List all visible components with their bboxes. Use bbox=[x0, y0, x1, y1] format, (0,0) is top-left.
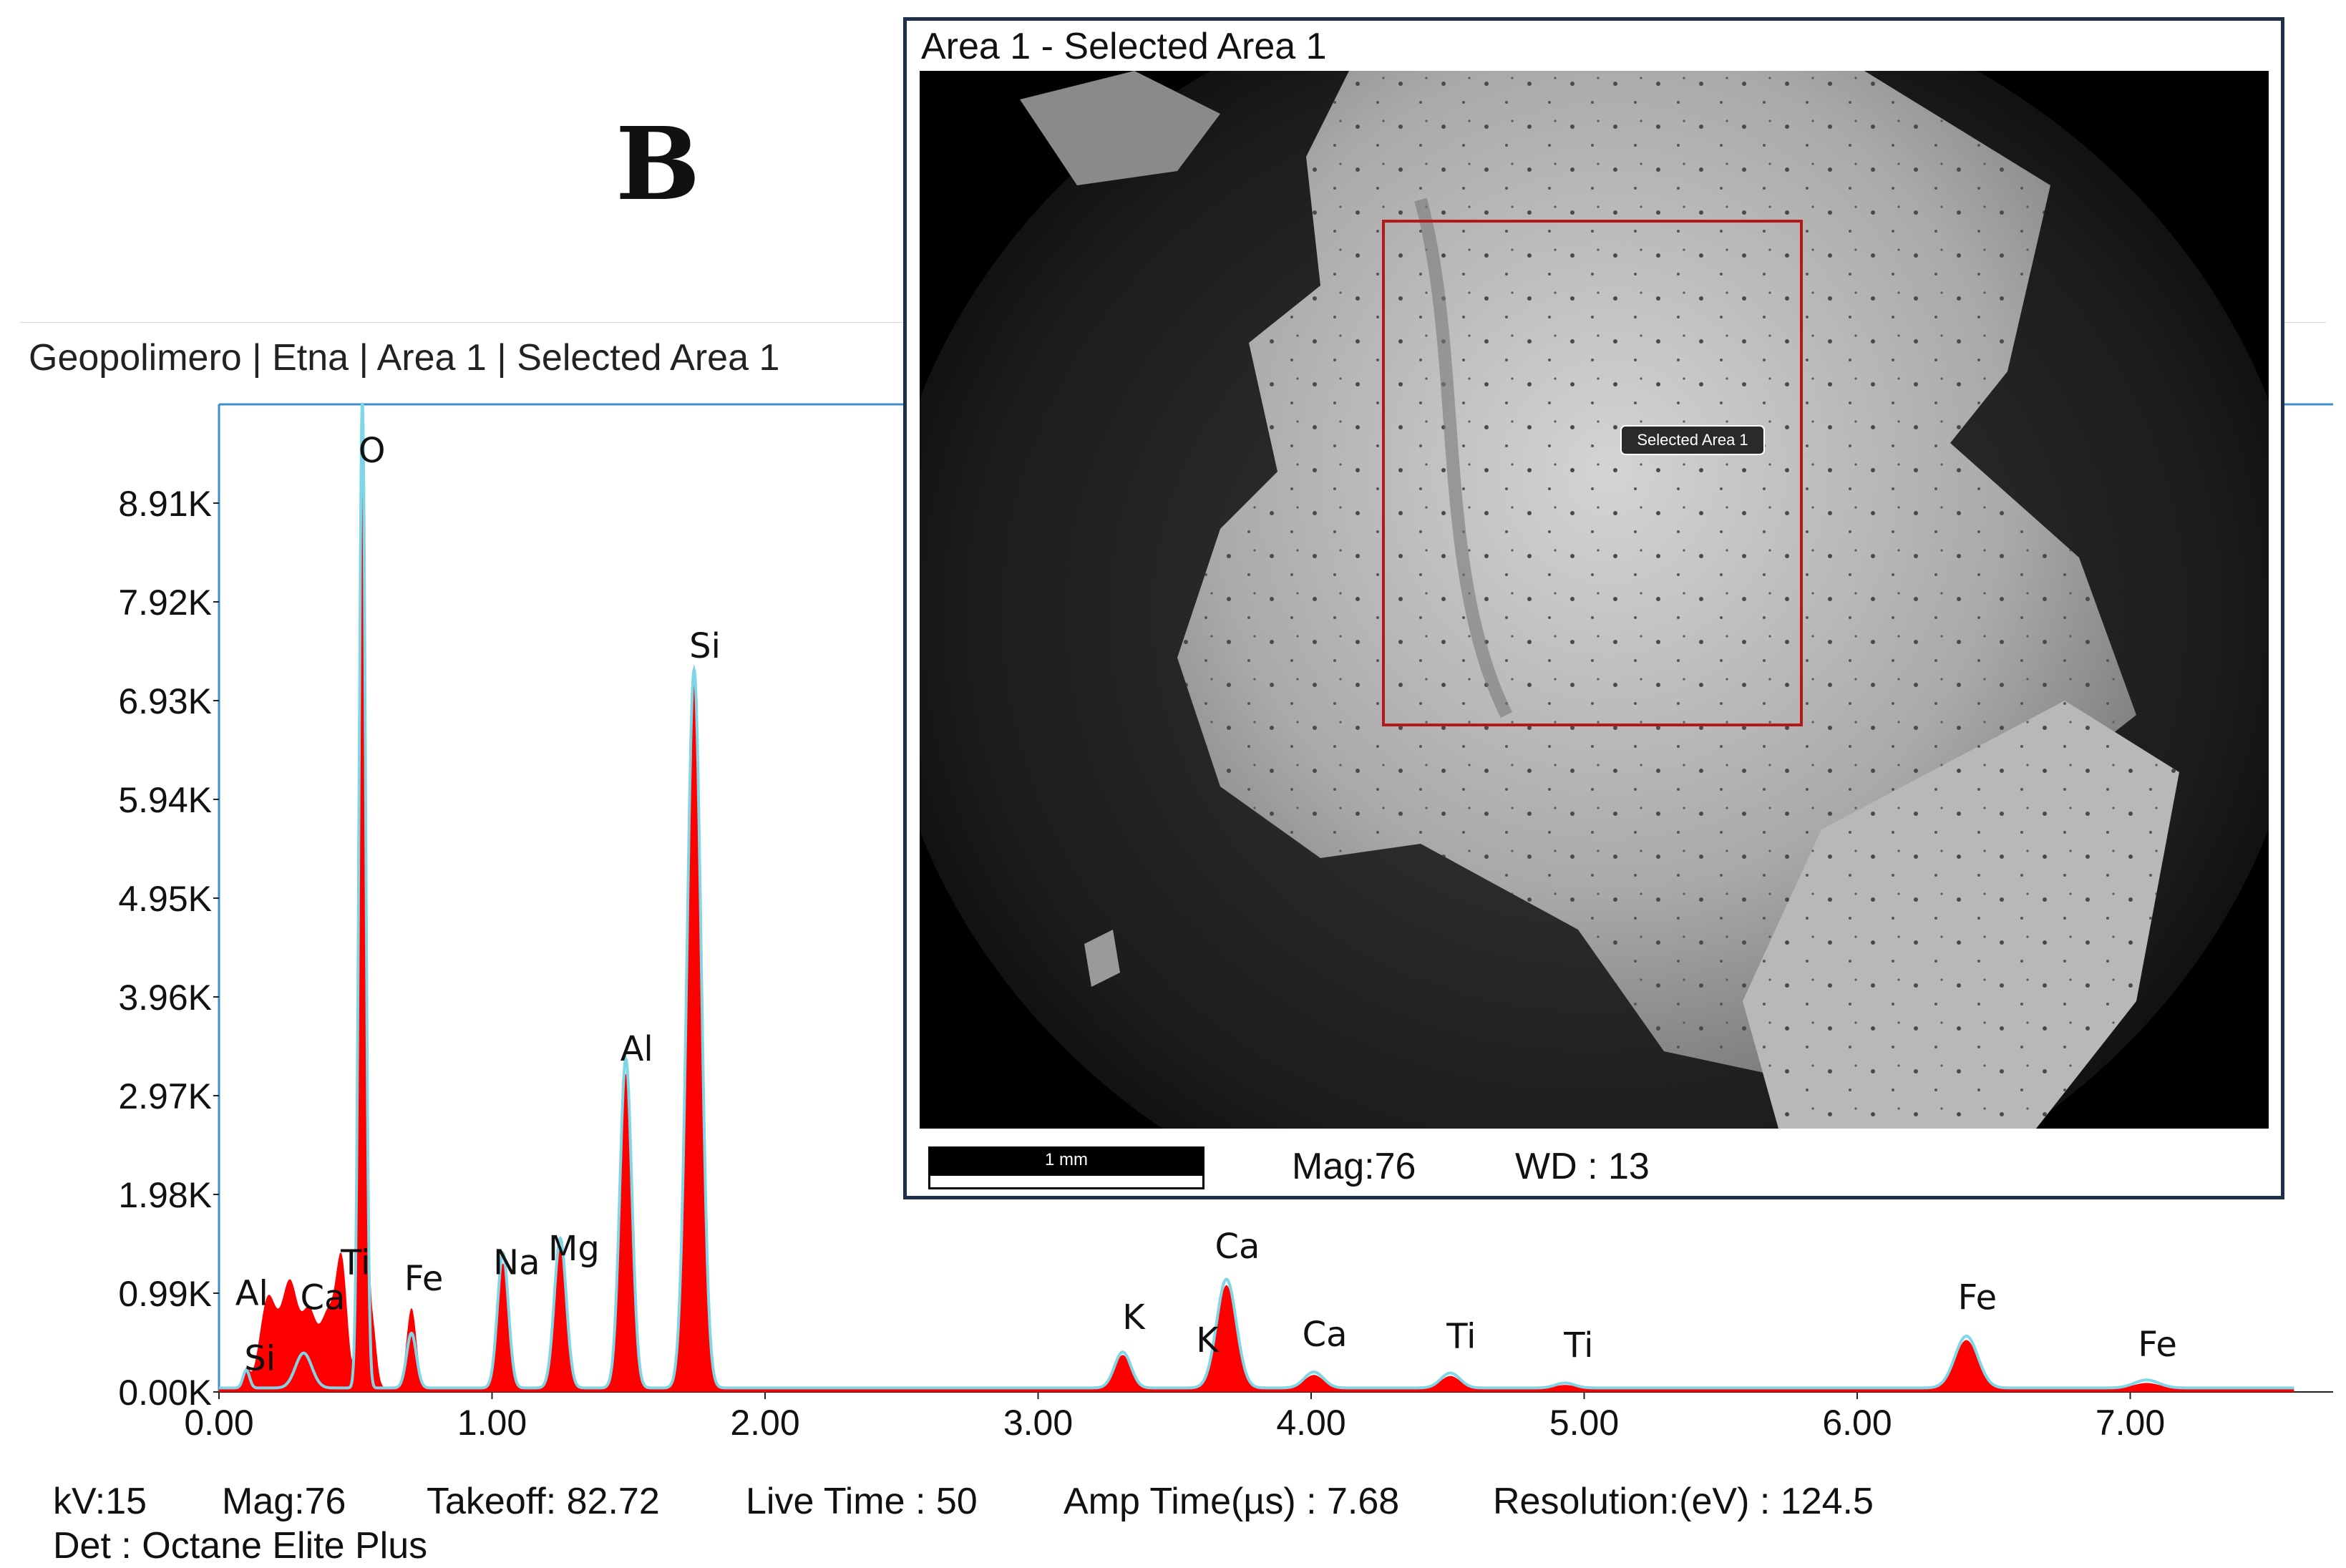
x-tick-label: 2.00 bbox=[730, 1403, 799, 1443]
peak-label: Ti bbox=[340, 1243, 370, 1283]
peak-label: Fe bbox=[404, 1259, 444, 1299]
peak-label: O bbox=[359, 431, 386, 471]
live-time-value: Live Time : 50 bbox=[746, 1481, 978, 1522]
mag-value: Mag:76 bbox=[222, 1481, 346, 1522]
peak-label: Ti bbox=[1446, 1317, 1476, 1357]
scale-bar-label: 1 mm bbox=[1045, 1150, 1088, 1169]
sem-wd: WD : 13 bbox=[1515, 1146, 1650, 1187]
y-tick-label: 0.00K bbox=[118, 1373, 212, 1413]
sem-image-window: Area 1 - Selected Area 1 bbox=[903, 17, 2284, 1199]
peak-label: Si bbox=[244, 1338, 276, 1378]
selection-rectangle bbox=[1382, 220, 1803, 726]
x-tick-label: 6.00 bbox=[1822, 1403, 1892, 1443]
selection-label: Selected Area 1 bbox=[1637, 431, 1748, 449]
sem-info-bar: 1 mm Mag:76 WD : 13 bbox=[920, 1134, 2269, 1191]
y-tick-label: 3.96K bbox=[118, 978, 212, 1018]
peak-label: Al bbox=[620, 1029, 653, 1069]
x-tick-label: 7.00 bbox=[2096, 1403, 2165, 1443]
peak-label: Mg bbox=[548, 1229, 600, 1269]
peak-label: Na bbox=[493, 1243, 540, 1283]
y-tick-label: 6.93K bbox=[118, 681, 212, 721]
panel-label: B bbox=[615, 106, 701, 223]
scale-bar: 1 mm bbox=[928, 1146, 1204, 1189]
y-tick-label: 8.91K bbox=[118, 484, 212, 524]
y-tick-label: 7.92K bbox=[118, 583, 212, 623]
peak-label: Fe bbox=[1958, 1277, 1997, 1318]
kv-value: kV:15 bbox=[53, 1481, 147, 1522]
x-tick-label: 0.00 bbox=[184, 1403, 253, 1443]
peak-label: K bbox=[1122, 1297, 1146, 1338]
resolution-value: Resolution:(eV) : 124.5 bbox=[1493, 1481, 1874, 1522]
peak-label: Ti bbox=[1563, 1325, 1593, 1365]
x-tick-label: 5.00 bbox=[1549, 1403, 1619, 1443]
x-tick-label: 4.00 bbox=[1276, 1403, 1345, 1443]
peak-label: Ca bbox=[1215, 1227, 1260, 1267]
takeoff-value: Takeoff: 82.72 bbox=[427, 1481, 660, 1522]
peak-label: K bbox=[1196, 1320, 1220, 1360]
y-tick-label: 0.99K bbox=[118, 1274, 212, 1314]
y-tick-label: 2.97K bbox=[118, 1076, 212, 1116]
peak-label: Fe bbox=[2138, 1325, 2177, 1365]
y-tick-label: 4.95K bbox=[118, 879, 212, 919]
peak-label: Al bbox=[235, 1274, 268, 1314]
sem-mag: Mag:76 bbox=[1292, 1146, 1416, 1187]
sem-micrograph: Selected Area 1 bbox=[920, 71, 2269, 1129]
y-tick-label: 1.98K bbox=[118, 1175, 212, 1215]
acquisition-parameters: kV:15 Mag:76 Takeoff: 82.72 Live Time : … bbox=[0, 1480, 2346, 1523]
peak-label: Ca bbox=[301, 1277, 346, 1318]
detector-value: Det : Octane Elite Plus bbox=[53, 1525, 428, 1567]
peak-label: Ca bbox=[1303, 1315, 1348, 1355]
amp-time-value: Amp Time(µs) : 7.68 bbox=[1064, 1481, 1400, 1522]
chart-title: Geopolimero | Etna | Area 1 | Selected A… bbox=[29, 337, 780, 379]
x-tick-label: 3.00 bbox=[1003, 1403, 1073, 1443]
sem-window-title: Area 1 - Selected Area 1 bbox=[921, 26, 1327, 67]
y-tick-label: 5.94K bbox=[118, 780, 212, 820]
peak-label: Si bbox=[689, 626, 721, 666]
overlay-spectrum-line bbox=[219, 403, 2294, 1390]
x-tick-label: 1.00 bbox=[457, 1403, 527, 1443]
